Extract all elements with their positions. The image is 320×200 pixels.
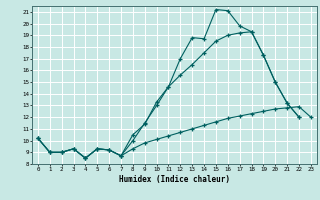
X-axis label: Humidex (Indice chaleur): Humidex (Indice chaleur): [119, 175, 230, 184]
